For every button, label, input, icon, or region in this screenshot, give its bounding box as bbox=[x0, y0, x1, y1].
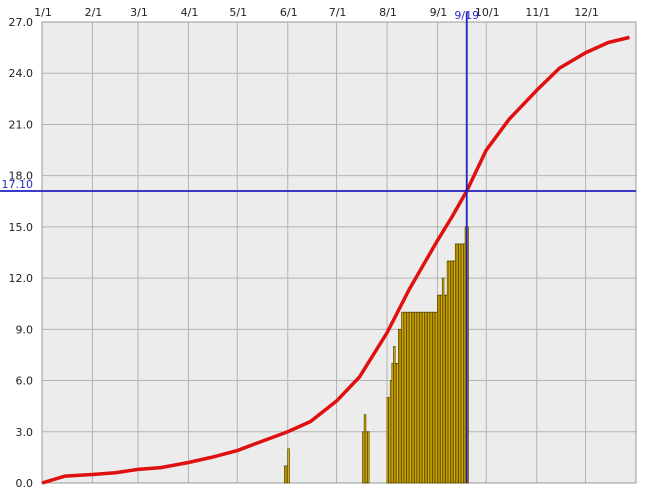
y-tick-label: 24.0 bbox=[9, 67, 34, 80]
y-tick-label: 9.0 bbox=[16, 323, 34, 336]
x-tick-label: 12/1 bbox=[574, 6, 599, 19]
x-tick-label: 8/1 bbox=[379, 6, 397, 19]
y-tick-label: 15.0 bbox=[9, 221, 34, 234]
y-tick-label: 12.0 bbox=[9, 272, 34, 285]
crosshair-x-label: 9/19 bbox=[454, 9, 479, 22]
x-tick-label: 1/1 bbox=[34, 6, 52, 19]
x-tick-label: 2/1 bbox=[85, 6, 103, 19]
y-tick-label: 3.0 bbox=[16, 426, 34, 439]
y-tick-label: 0.0 bbox=[16, 477, 34, 490]
x-tick-label: 11/1 bbox=[525, 6, 550, 19]
x-tick-label: 5/1 bbox=[229, 6, 247, 19]
plot-border bbox=[41, 21, 637, 484]
bar bbox=[367, 431, 370, 484]
y-tick-label: 6.0 bbox=[16, 375, 34, 388]
x-tick-label: 7/1 bbox=[329, 6, 347, 19]
x-tick-label: 4/1 bbox=[181, 6, 199, 19]
x-tick-label: 9/1 bbox=[430, 6, 448, 19]
x-tick-label: 3/1 bbox=[130, 6, 148, 19]
crosshair-y-label: 17.10 bbox=[2, 178, 34, 191]
y-tick-label: 21.0 bbox=[9, 118, 34, 131]
cumulative-line bbox=[41, 35, 630, 485]
x-tick-label: 10/1 bbox=[475, 6, 500, 19]
y-tick-label: 18.0 bbox=[9, 170, 34, 183]
x-tick-label: 6/1 bbox=[280, 6, 298, 19]
y-tick-label: 27.0 bbox=[9, 16, 34, 29]
bar bbox=[287, 448, 290, 484]
plot-area bbox=[42, 22, 636, 483]
